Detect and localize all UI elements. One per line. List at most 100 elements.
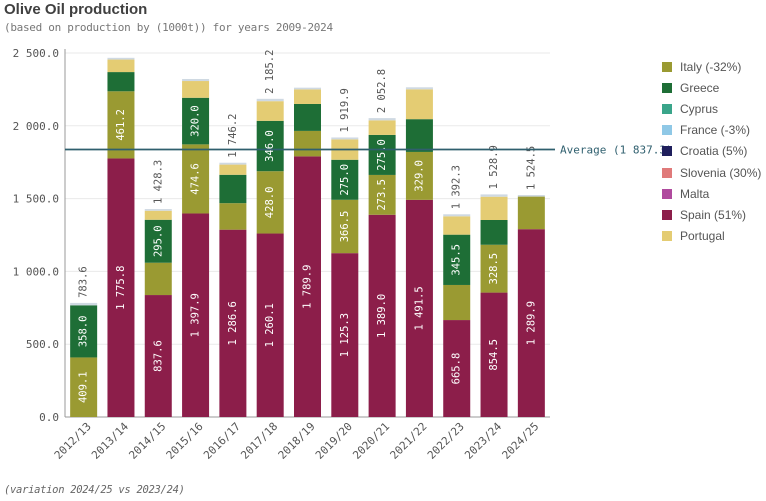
bar-segment [219, 203, 247, 230]
bar-segment [144, 262, 172, 296]
data-label: 329.0 [413, 160, 425, 192]
total-label: 1 524.5 [525, 146, 537, 190]
legend-swatch [662, 209, 672, 220]
data-label: 275.0 [339, 164, 351, 196]
y-tick-label: 500.0 [26, 338, 59, 351]
legend-item[interactable]: Croatia (5%) [662, 141, 761, 162]
x-tick-label: 2014/15 [126, 420, 168, 462]
bar-segment [294, 130, 321, 157]
bar-segment [107, 91, 135, 159]
data-label: 1 289.9 [525, 301, 537, 345]
bar-segment [107, 57, 135, 60]
total-label: 1 528.9 [488, 145, 500, 189]
data-label: 837.6 [152, 340, 164, 372]
bar-segment [480, 194, 508, 197]
bar-segment [480, 220, 508, 245]
legend-item[interactable]: Spain (51%) [662, 204, 761, 225]
legend-item[interactable]: Malta [662, 183, 761, 204]
bar-segment [443, 234, 471, 285]
bar-segment [331, 159, 359, 200]
legend-swatch [662, 125, 672, 136]
bar-segment [368, 174, 396, 215]
bar-segment [182, 97, 210, 145]
legend-label: Italy (-32%) [680, 59, 742, 74]
data-label: 295.0 [152, 225, 164, 257]
bar-segment [405, 151, 433, 200]
bar-segment [443, 216, 471, 235]
total-label: 1 392.3 [451, 165, 463, 209]
legend-label: Cyprus [680, 101, 719, 116]
data-label: 409.1 [78, 371, 90, 403]
data-label: 1 789.9 [302, 265, 314, 309]
x-tick-label: 2015/16 [164, 420, 206, 462]
data-label: 474.6 [190, 163, 202, 195]
bar-segment [219, 162, 247, 165]
bar-segment [331, 253, 359, 417]
bar-segment [144, 219, 172, 263]
legend: Italy (-32%) Greece Cyprus France (-3%) Croa… [662, 56, 761, 247]
legend-swatch [662, 103, 672, 114]
legend-label: Spain (51%) [680, 207, 747, 222]
bar-segment [182, 144, 210, 214]
bar-segment [294, 89, 321, 104]
bar-segment [517, 196, 545, 230]
bar-segment [256, 98, 284, 102]
bar-segment [70, 357, 98, 417]
legend-swatch [662, 61, 672, 72]
data-label: 346.0 [264, 130, 276, 162]
legend-item[interactable]: Slovenia (30%) [662, 162, 761, 183]
data-label: 358.0 [78, 316, 90, 348]
data-label: 461.2 [115, 109, 127, 141]
data-label: 854.5 [488, 339, 500, 371]
bar-segment [368, 120, 396, 135]
x-tick-label: 2016/17 [201, 420, 243, 462]
x-tick-label: 2017/18 [238, 420, 280, 462]
legend-swatch [662, 82, 672, 93]
bar-segment [331, 137, 359, 140]
bar-segment [480, 244, 508, 293]
legend-label: Croatia (5%) [680, 144, 748, 159]
y-tick-label: 0.0 [39, 411, 59, 424]
data-label: 366.5 [339, 211, 351, 243]
x-tick-label: 2021/22 [388, 420, 430, 462]
legend-item[interactable]: Italy (-32%) [662, 56, 761, 77]
x-tick-label: 2023/24 [462, 420, 504, 462]
bar-segment [70, 305, 98, 358]
bar-segment [480, 196, 508, 221]
bar-segment [405, 199, 433, 417]
legend-item[interactable]: Greece [662, 77, 761, 98]
legend-swatch [662, 146, 672, 157]
x-tick-label: 2024/25 [499, 420, 541, 462]
total-label: 783.6 [78, 266, 90, 298]
total-label: 2 052.8 [376, 69, 388, 113]
bar-segment [144, 295, 172, 417]
total-label: 1 919.9 [339, 88, 351, 132]
bar-segment [331, 199, 359, 254]
bar-segment [256, 120, 284, 172]
total-label: 1 428.3 [152, 160, 164, 204]
chart-title: Olive Oil production [4, 1, 148, 18]
legend-item[interactable]: Portugal [662, 226, 761, 247]
x-tick-label: 2019/20 [313, 420, 355, 462]
bar-segment [107, 72, 135, 92]
legend-label: France (-3%) [680, 123, 751, 138]
bar-segment [294, 156, 321, 417]
bar-segment [368, 134, 396, 175]
legend-swatch [662, 231, 672, 242]
x-tick-label: 2013/14 [89, 420, 131, 462]
bar-segment [144, 209, 172, 211]
legend-item[interactable]: France (-3%) [662, 120, 761, 141]
data-label: 1 389.0 [376, 294, 388, 338]
bar-segment [294, 103, 321, 131]
total-label: 1 746.2 [227, 113, 239, 157]
legend-item[interactable]: Cyprus [662, 98, 761, 119]
bar-segment [443, 214, 471, 217]
total-label: 2 185.2 [264, 50, 276, 94]
chart-subtitle: (based on production by (1000t)) for yea… [4, 21, 333, 34]
bar-segment [144, 210, 172, 220]
data-label: 1 125.3 [339, 313, 351, 357]
bar-segment [517, 229, 545, 417]
average-label: Average (1 837.3) [560, 143, 673, 156]
bar-segment [405, 119, 433, 152]
bar-segment [368, 118, 396, 121]
